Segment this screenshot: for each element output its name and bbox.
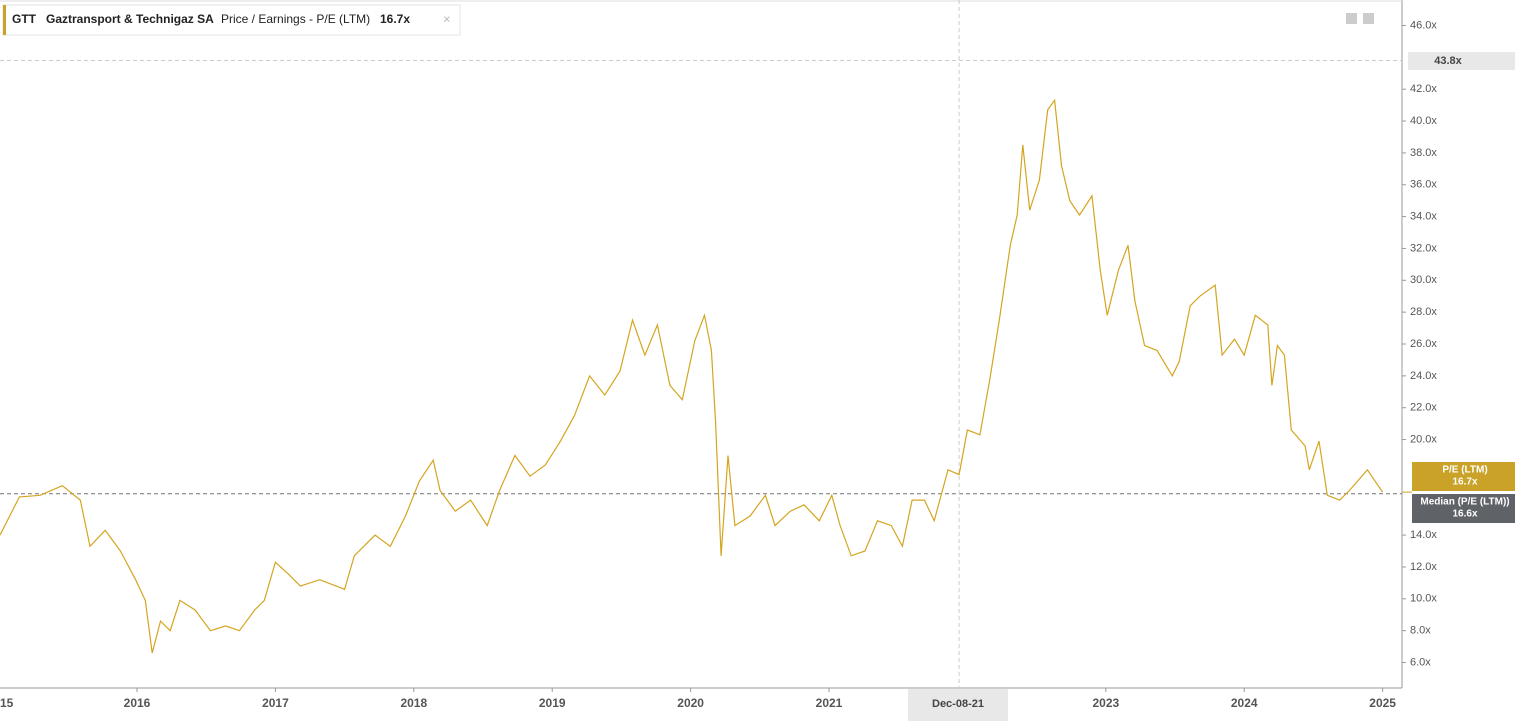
y-tick-label: 12.0x — [1410, 561, 1437, 573]
y-tick-label: 22.0x — [1410, 402, 1437, 414]
current-box — [1412, 462, 1515, 491]
median-box — [1412, 494, 1515, 523]
scroll-up[interactable] — [1346, 13, 1357, 24]
x-tick-label: 15 — [0, 696, 14, 710]
x-tick-label: 2024 — [1231, 696, 1258, 710]
crosshair-y-label: 43.8x — [1434, 55, 1462, 67]
x-tick-label: 2023 — [1092, 696, 1119, 710]
y-tick-label: 14.0x — [1410, 529, 1437, 541]
header-box — [2, 4, 461, 36]
scroll-down[interactable] — [1363, 13, 1374, 24]
x-tick-label: 2021 — [816, 696, 843, 710]
x-tick-label: 2018 — [400, 696, 427, 710]
median-name: Median (P/E (LTM)) — [1420, 497, 1509, 508]
median-value: 16.6x — [1452, 509, 1477, 520]
y-tick-label: 8.0x — [1410, 625, 1431, 637]
series-line — [0, 98, 1384, 654]
y-tick-label: 46.0x — [1410, 19, 1437, 31]
y-tick-label: 26.0x — [1410, 338, 1437, 350]
y-tick-label: 36.0x — [1410, 179, 1437, 191]
x-tick-label: 2025 — [1369, 696, 1396, 710]
y-tick-label: 10.0x — [1410, 593, 1437, 605]
close-button[interactable]: × — [443, 11, 451, 26]
y-tick-label: 20.0x — [1410, 433, 1437, 445]
crosshair-x-box — [908, 689, 1008, 721]
y-tick-label: 34.0x — [1410, 210, 1437, 222]
crosshair-y-box — [1408, 52, 1515, 70]
metric-value: 16.7x — [380, 12, 410, 26]
y-tick-label: 28.0x — [1410, 306, 1437, 318]
y-tick-label: 6.0x — [1410, 656, 1431, 668]
x-tick-label: 2016 — [124, 696, 151, 710]
y-tick-label: 42.0x — [1410, 83, 1437, 95]
y-tick-label: 24.0x — [1410, 370, 1437, 382]
x-tick-label: 2020 — [677, 696, 704, 710]
current-value: 16.7x — [1452, 477, 1477, 488]
x-tick-label: 2017 — [262, 696, 289, 710]
company: Gaztransport & Technigaz SA — [46, 12, 214, 26]
ticker: GTT — [12, 12, 37, 26]
metric-name: Price / Earnings - P/E (LTM) — [221, 12, 370, 26]
current-name: P/E (LTM) — [1442, 465, 1487, 476]
y-tick-label: 38.0x — [1410, 147, 1437, 159]
y-tick-label: 40.0x — [1410, 115, 1437, 127]
x-tick-label: 2019 — [539, 696, 566, 710]
y-tick-label: 30.0x — [1410, 274, 1437, 286]
crosshair-x-label: Dec-08-21 — [932, 698, 984, 710]
header-accent — [3, 5, 6, 35]
y-tick-label: 32.0x — [1410, 242, 1437, 254]
